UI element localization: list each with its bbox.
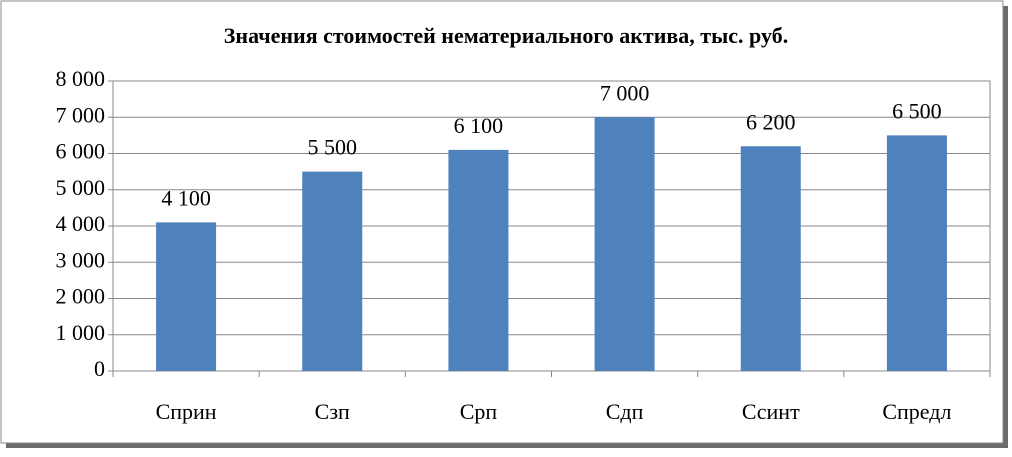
- bar: [740, 146, 801, 371]
- bar: [886, 135, 947, 371]
- y-tick-label: 0: [94, 356, 105, 381]
- y-tick-label: 3 000: [56, 247, 106, 272]
- x-tick-label: Сзп: [315, 399, 350, 424]
- data-label: 4 100: [161, 185, 211, 210]
- data-label: 5 500: [308, 135, 358, 160]
- x-tick-label: Ссинт: [742, 399, 800, 424]
- y-tick-label: 8 000: [56, 66, 106, 91]
- y-tick-label: 1 000: [56, 320, 106, 345]
- x-tick-label: Срп: [460, 399, 498, 424]
- y-tick-label: 7 000: [56, 102, 106, 127]
- data-label: 6 100: [454, 113, 504, 138]
- data-label: 6 200: [746, 109, 796, 134]
- bar: [594, 117, 655, 371]
- data-label: 7 000: [600, 80, 650, 105]
- x-tick-label: Спредл: [882, 399, 951, 424]
- chart-title: Значения стоимостей нематериального акти…: [224, 23, 788, 48]
- y-tick-label: 5 000: [56, 175, 106, 200]
- x-tick-label: Сдп: [606, 399, 644, 424]
- x-tick-label: Сприн: [156, 399, 217, 424]
- bar: [302, 171, 363, 371]
- y-tick-label: 4 000: [56, 211, 106, 236]
- data-label: 6 500: [892, 98, 942, 123]
- bar: [448, 149, 509, 371]
- bar: [156, 222, 217, 371]
- y-tick-label: 2 000: [56, 284, 106, 309]
- y-tick-label: 6 000: [56, 139, 106, 164]
